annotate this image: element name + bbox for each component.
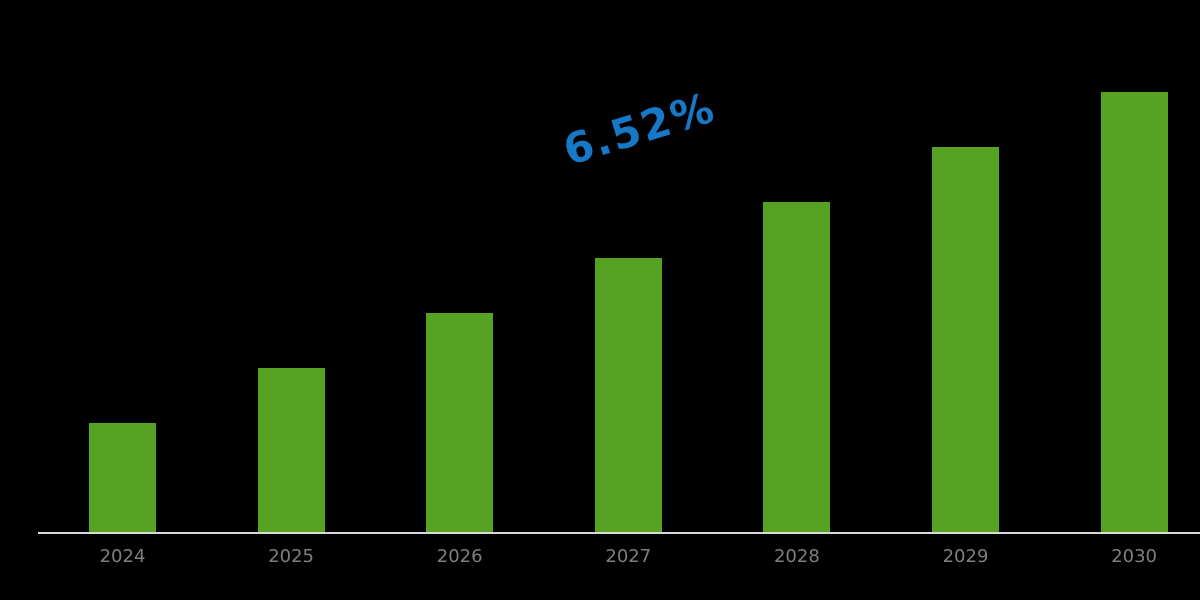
bar-2026 (426, 313, 494, 533)
cagr-annotation: 6.52% (557, 82, 721, 175)
x-label-2024: 2024 (99, 546, 146, 567)
bar-2027 (594, 258, 662, 533)
bar-2024 (89, 423, 156, 533)
x-label-2026: 2026 (436, 546, 483, 567)
bar-2030 (1100, 92, 1168, 533)
x-label-2029: 2029 (942, 546, 989, 567)
bar-2029 (932, 147, 999, 533)
x-axis-line (38, 532, 1200, 534)
x-label-2025: 2025 (268, 546, 314, 567)
x-label-2030: 2030 (1111, 546, 1157, 567)
x-label-2027: 2027 (605, 546, 652, 567)
bar-2028 (763, 202, 831, 533)
x-label-2028: 2028 (773, 546, 820, 567)
bar-2025 (257, 368, 325, 533)
